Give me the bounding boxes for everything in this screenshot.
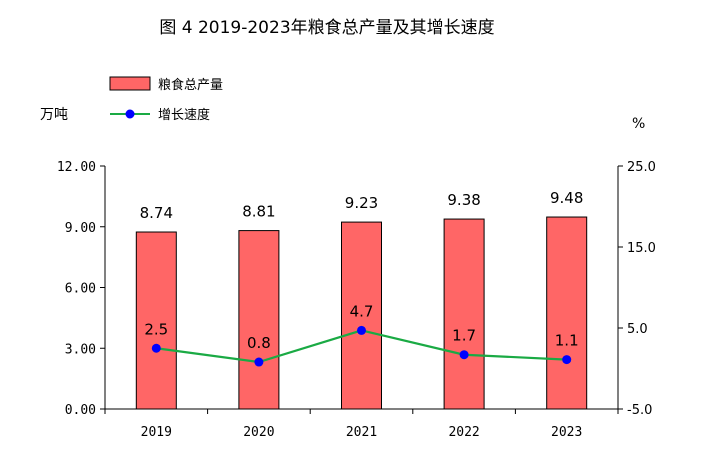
growth-value-label: 2.5 [144,320,168,338]
bar-value-label: 9.23 [345,194,378,212]
bar [238,230,280,410]
growth-point [254,357,264,367]
legend-marker-swatch [125,109,135,119]
growth-point [357,325,366,335]
growth-point [151,343,161,353]
bar-value-label: 9.38 [447,191,480,209]
x-tick-label: 2023 [551,425,582,440]
y-right-unit: % [632,116,645,132]
legend-bar-swatch [109,76,151,91]
bar [135,231,177,410]
bar-value-label: 8.74 [140,204,173,222]
legend-line-label: 增长速度 [158,107,210,123]
x-tick-label: 2021 [346,425,377,440]
chart-title: 图 4 2019-2023年粮食总产量及其增长速度 [159,18,494,38]
y-left-tick-label: 9.00 [65,221,96,236]
x-tick-label: 2022 [448,425,479,440]
y-right-tick-label: 5.0 [627,322,648,337]
data-labels: 8.74 8.81 9.23 9.38 9.48 2.5 0.8 4.7 1.7 1.1 [140,189,584,352]
bar-value-label: 8.81 [242,203,275,221]
bar [341,221,382,410]
y-right-tick-label: -5.0 [627,403,652,418]
y-left-tick-label: 12.00 [57,160,96,175]
bars [135,216,588,410]
growth-value-label: 1.1 [555,332,579,350]
x-tick-label: 2019 [141,425,172,440]
y-right-tick-label: 15.0 [627,241,656,256]
growth-point [459,350,469,360]
y-left-tick-label: 3.00 [65,342,96,357]
legend: 粮食总产量 增长速度 [109,76,223,123]
growth-value-label: 0.8 [247,334,271,352]
x-tick-label: 2020 [243,425,274,440]
growth-value-label: 4.7 [350,302,374,320]
bar [443,218,485,410]
axes: 0.00 3.00 6.00 9.00 12.00 -5.0 5.0 15.0 25.0 2019… [57,160,656,440]
legend-bar-label: 粮食总产量 [158,77,223,93]
y-left-unit: 万吨 [40,107,68,123]
y-left-tick-label: 6.00 [65,282,96,297]
growth-point [562,355,572,365]
y-right-tick-label: 25.0 [627,160,656,175]
bar-value-label: 9.48 [550,189,583,207]
growth-value-label: 1.7 [452,327,476,345]
y-left-tick-label: 0.00 [65,403,96,418]
growth-line-layer [151,325,572,367]
bar [546,216,588,410]
